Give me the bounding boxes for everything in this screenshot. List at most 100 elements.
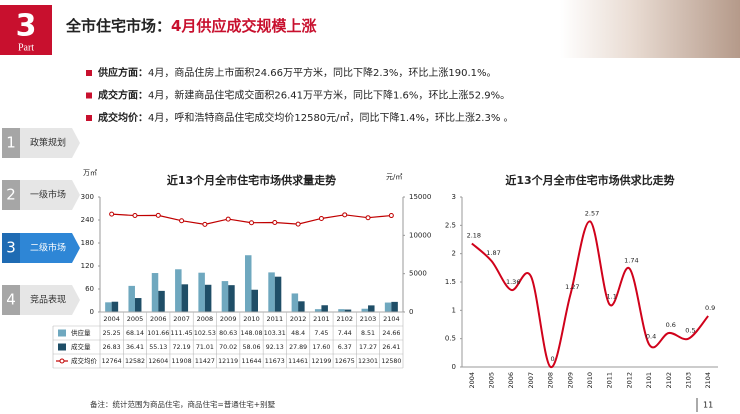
bullet-body: 4月，新建商品住宅成交面积26.41万平方米，同比下降1.6%，环比上涨52.9… xyxy=(148,89,510,102)
y2-tick-label: 10000 xyxy=(409,231,431,239)
y2-tick-label: 15000 xyxy=(409,193,431,201)
nav-number: 2 xyxy=(6,186,16,204)
y-tick-label: 60 xyxy=(85,285,94,293)
bar xyxy=(338,309,345,312)
table-cell: 12764 xyxy=(102,358,122,365)
price-marker xyxy=(155,212,161,218)
chart-title: 近13个月全市住宅市场供求量走势 xyxy=(167,173,336,187)
price-marker xyxy=(318,215,324,221)
y-tick-label: 1.5 xyxy=(445,278,456,286)
table-cell: 80.63 xyxy=(219,330,237,337)
footnote: 备注：统计范围为商品住宅，商品住宅=普通住宅+别墅 xyxy=(90,399,276,409)
table-cell: 26.83 xyxy=(103,344,121,351)
table-cell: 92.13 xyxy=(266,344,284,351)
data-label: 1.36 xyxy=(506,278,520,286)
price-marker xyxy=(225,216,231,222)
x-tick-label: 2008 xyxy=(547,372,555,389)
table-cell: 12301 xyxy=(358,358,378,365)
table-cell: 11427 xyxy=(195,358,215,365)
price-marker xyxy=(388,213,394,219)
bar xyxy=(134,298,142,312)
header-photo xyxy=(560,0,740,58)
data-label: 0 xyxy=(551,355,555,363)
bar xyxy=(251,289,258,312)
nav-label: 政策规划 xyxy=(30,137,66,149)
bar xyxy=(268,272,275,312)
data-label: 1.1 xyxy=(607,293,617,301)
nav-number-box xyxy=(2,128,20,158)
price-marker xyxy=(202,221,208,227)
x-tick-label: 2006 xyxy=(150,315,167,323)
bar xyxy=(128,285,135,312)
x-tick-label: 2103 xyxy=(684,372,692,389)
legend-swatch xyxy=(58,343,66,351)
bar xyxy=(158,290,165,312)
nav-label: 竞品表现 xyxy=(30,294,66,306)
x-tick-label: 2011 xyxy=(267,315,284,323)
table-cell: 24.66 xyxy=(382,330,400,337)
nav-label: 二级市场 xyxy=(30,242,66,254)
x-tick-label: 2007 xyxy=(527,372,535,389)
table-cell: 111.45 xyxy=(171,330,193,337)
y-tick-label: 0 xyxy=(452,363,456,371)
table-cell: 11461 xyxy=(288,358,308,365)
price-marker xyxy=(342,212,348,218)
table-cell: 17.27 xyxy=(359,344,377,351)
y-tick-label: 120 xyxy=(81,262,94,270)
y-tick-label: 300 xyxy=(81,193,94,201)
table-cell: 7.44 xyxy=(338,330,352,337)
bar xyxy=(298,301,305,312)
nav-tab xyxy=(20,233,80,263)
bar xyxy=(291,293,299,312)
x-tick-label: 2012 xyxy=(290,315,307,323)
nav-label: 一级市场 xyxy=(30,189,66,201)
bullets: 供应方面：4月，商品住房上市面积24.66万平方米，同比下降2.3%，环比上涨1… xyxy=(86,66,514,124)
price-marker xyxy=(132,213,138,219)
data-label: 2.57 xyxy=(585,209,599,217)
bar xyxy=(391,301,398,312)
price-marker xyxy=(109,211,115,217)
data-label: 0.6 xyxy=(666,321,676,329)
bar xyxy=(384,302,392,312)
table-cell: 12675 xyxy=(335,358,355,365)
bar xyxy=(151,273,159,312)
table-cell: 11673 xyxy=(265,358,285,365)
table-cell: 71.01 xyxy=(196,344,214,351)
bar xyxy=(344,309,352,312)
table-cell: 148.08 xyxy=(240,330,262,337)
table-cell: 102.53 xyxy=(194,330,216,337)
bar xyxy=(204,284,212,312)
part-badge xyxy=(0,5,52,55)
part-number: 3 xyxy=(16,9,37,44)
x-tick-label: 2004 xyxy=(468,372,476,389)
data-label: 1.87 xyxy=(486,249,500,257)
table-cell: 25.25 xyxy=(103,330,121,337)
x-tick-label: 2104 xyxy=(704,372,712,389)
data-label: 2.18 xyxy=(467,231,481,239)
bar xyxy=(181,284,189,312)
title-lead: 全市住宅市场： xyxy=(65,17,171,35)
x-tick-label: 2010 xyxy=(586,372,594,389)
bar xyxy=(228,285,235,312)
legend-label: 成交均价 xyxy=(71,356,98,365)
x-tick-label: 2004 xyxy=(103,315,120,323)
table-cell: 11644 xyxy=(241,358,261,365)
supply-demand-chart: 近13个月全市住宅市场供求量走势 万㎡ 元/㎡ 0 60 120 180 240 300 0 500… xyxy=(52,169,431,369)
table-cell: 27.89 xyxy=(289,344,307,351)
y-tick-label: 240 xyxy=(81,216,94,224)
legend-marker xyxy=(59,358,65,364)
nav-number-box xyxy=(2,180,20,210)
bar xyxy=(245,255,252,312)
price-marker xyxy=(365,215,371,221)
table-cell: 8.51 xyxy=(361,330,375,337)
table-cell: 17.60 xyxy=(312,344,330,351)
bullet-text: 成交方面：4月，新建商品住宅成交面积26.41万平方米，同比下降1.6%，环比上… xyxy=(98,89,510,102)
table-cell: 103.31 xyxy=(264,330,286,337)
legend-label: 供应量 xyxy=(71,328,91,337)
table-cell: 7.45 xyxy=(314,330,328,337)
data-label: 0.4 xyxy=(646,332,656,340)
nav-number: 3 xyxy=(6,239,16,257)
bar xyxy=(368,305,375,312)
ratio-chart: 近13个月全市住宅市场供求比走势 0 0.5 1 1.5 2 2.5 3 2004 2005 200… xyxy=(445,173,718,389)
